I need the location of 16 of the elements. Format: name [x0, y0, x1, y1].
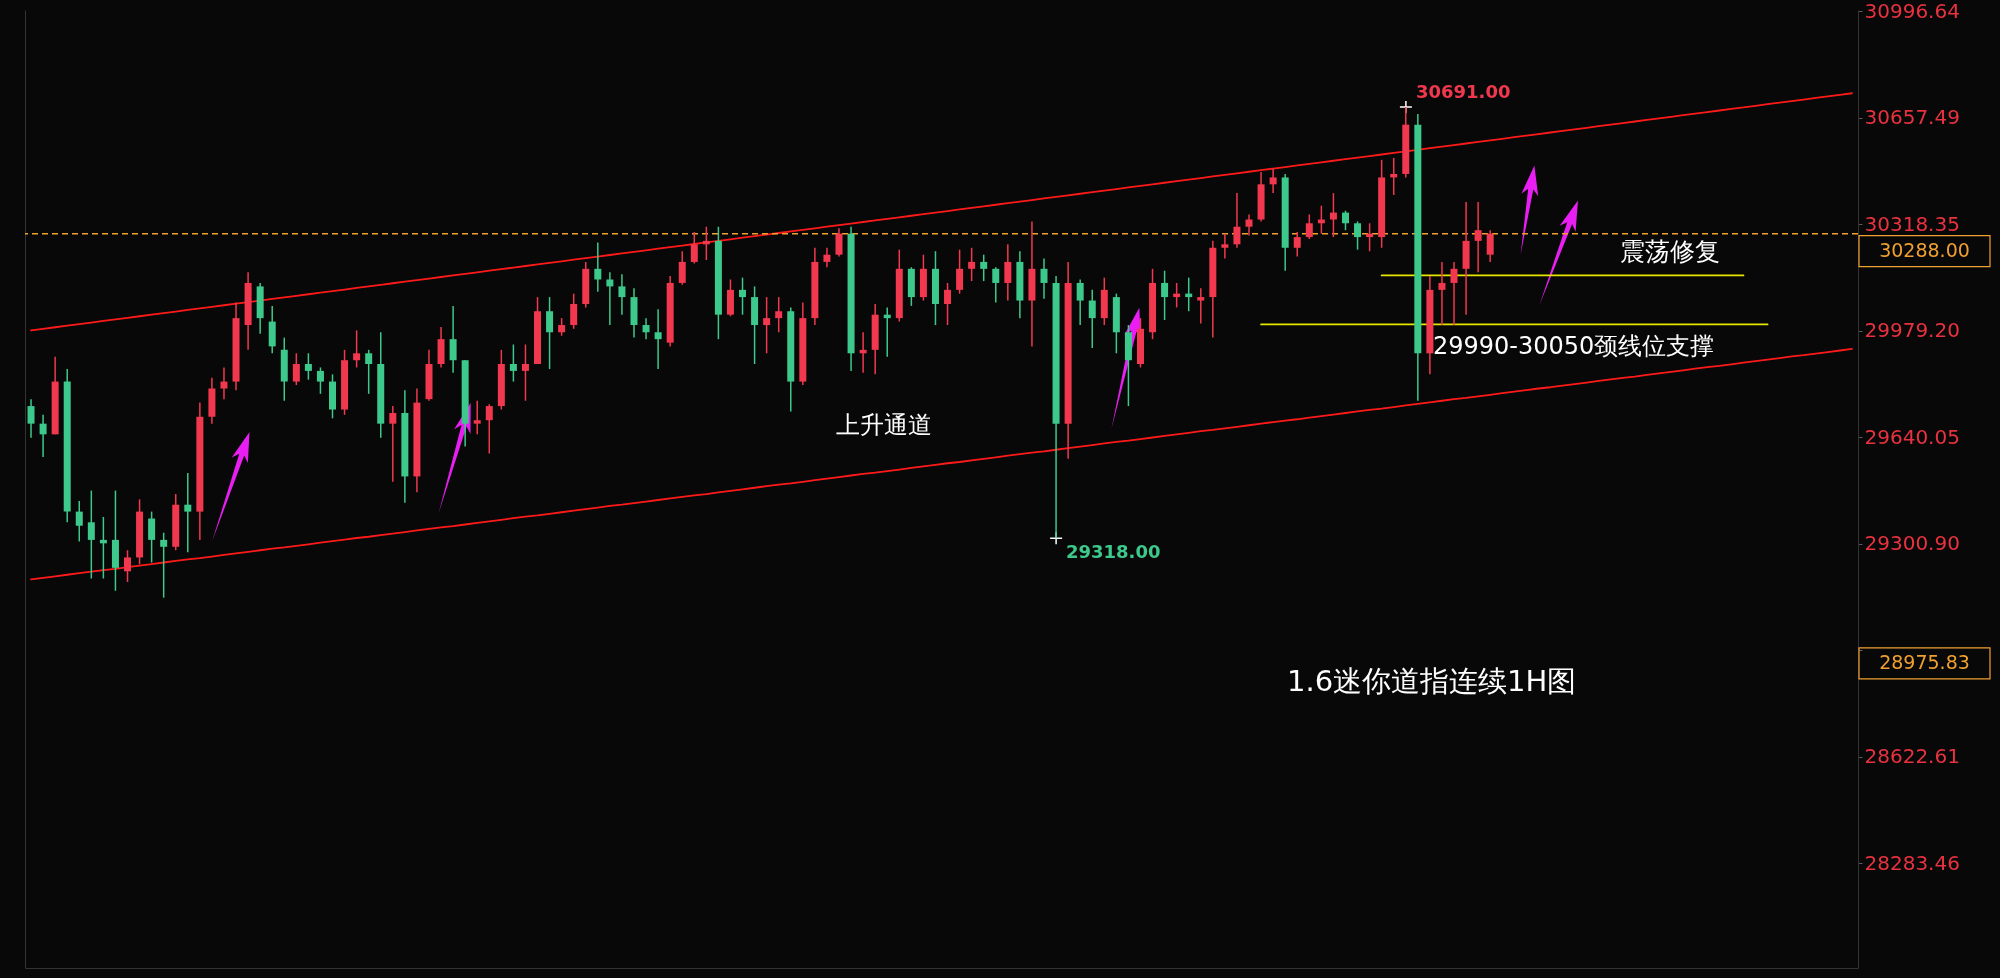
- annotation: 29318.00: [1066, 541, 1161, 562]
- ref-line-label: 30288.00: [1879, 239, 1970, 262]
- y-tick-label: 29640.05: [1864, 424, 1960, 449]
- y-tick-label: 28622.61: [1864, 744, 1960, 769]
- annotation: 上升通道: [836, 411, 932, 439]
- annotation: 29990-30050颈线位支撑: [1433, 332, 1715, 360]
- annotation: 1.6迷你道指连续1H图: [1287, 664, 1577, 698]
- annotation: 30691.00: [1416, 81, 1511, 102]
- y-tick-label: 28283.46: [1864, 850, 1960, 875]
- y-tick-label: 29300.90: [1864, 531, 1960, 556]
- annotation: 震荡修复: [1620, 237, 1720, 266]
- y-tick-label: 30657.49: [1864, 105, 1960, 130]
- y-tick-label: 29979.20: [1864, 318, 1960, 343]
- text: 28975.83: [1879, 651, 1970, 674]
- y-tick-label: 30996.64: [1864, 0, 1960, 23]
- y-tick-label: 30318.35: [1864, 211, 1960, 236]
